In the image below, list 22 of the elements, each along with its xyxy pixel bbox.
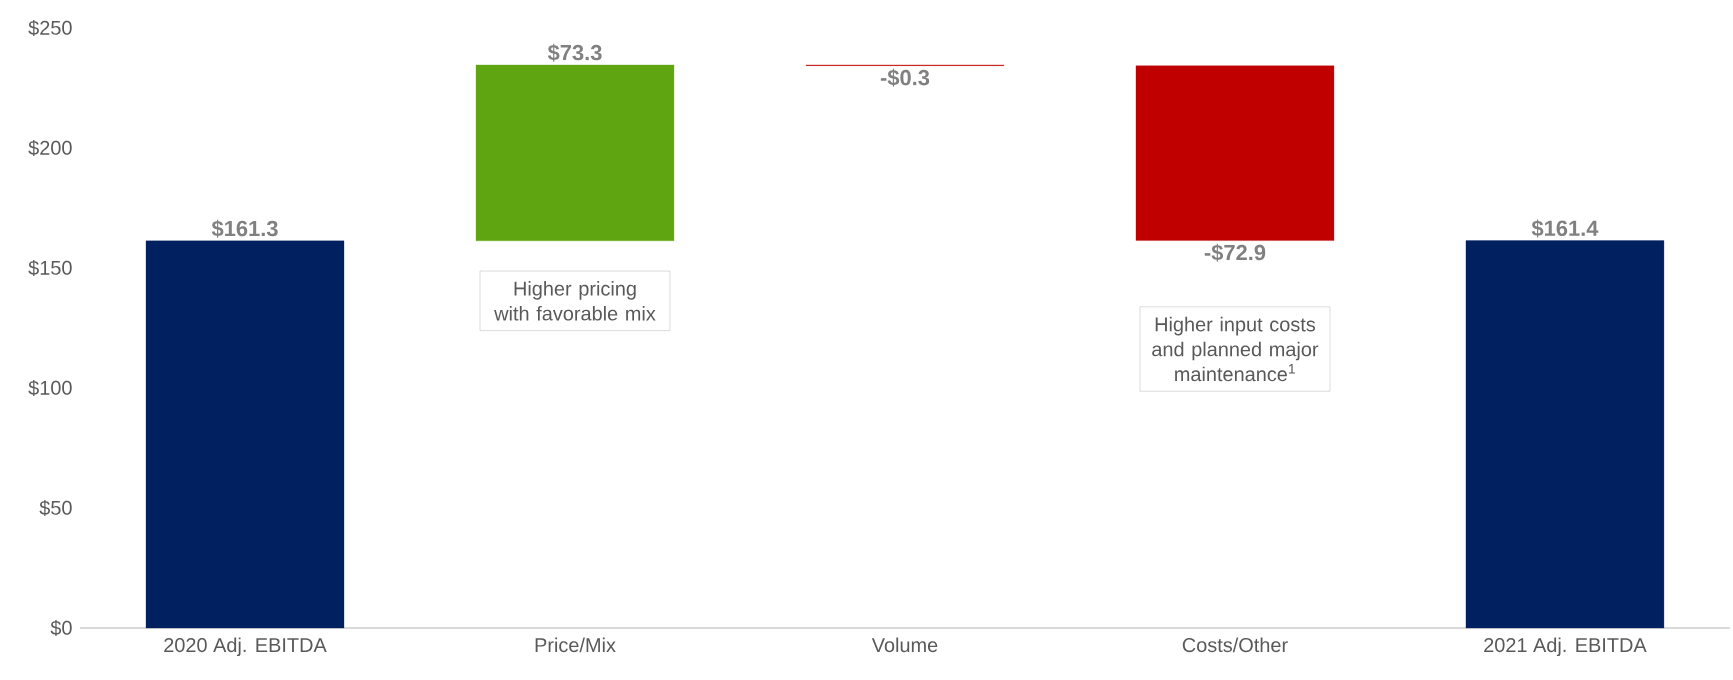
x-tick-label: Price/Mix bbox=[535, 637, 616, 653]
data-label: -$0.3 bbox=[880, 68, 930, 87]
bar bbox=[145, 240, 345, 629]
data-label: $73.3 bbox=[547, 43, 602, 62]
y-tick-label: $50 bbox=[39, 499, 72, 517]
data-label: -$72.9 bbox=[1204, 243, 1266, 262]
y-tick-label: $0 bbox=[50, 619, 72, 637]
x-tick-label: 2021 Adj. EBITDA bbox=[1484, 637, 1647, 657]
bar bbox=[1135, 65, 1335, 241]
y-tick-label: $100 bbox=[28, 379, 72, 397]
y-tick-label: $150 bbox=[28, 259, 72, 277]
x-tick-label: 2020 Adj. EBITDA bbox=[164, 637, 327, 657]
data-label: $161.4 bbox=[1531, 219, 1599, 238]
y-tick-label: $250 bbox=[28, 19, 72, 37]
data-label: $161.3 bbox=[211, 219, 278, 238]
x-tick-label: Volume bbox=[871, 637, 938, 653]
bar bbox=[1465, 240, 1665, 629]
annotation: Higher input costs and planned major maintenance$^{1}$ bbox=[1152, 316, 1319, 382]
annotation: Higher pricing with favorable mix bbox=[494, 281, 656, 321]
y-tick-label: $200 bbox=[28, 139, 72, 157]
x-tick-label: Costs/Other bbox=[1182, 637, 1288, 653]
bar bbox=[475, 64, 675, 242]
